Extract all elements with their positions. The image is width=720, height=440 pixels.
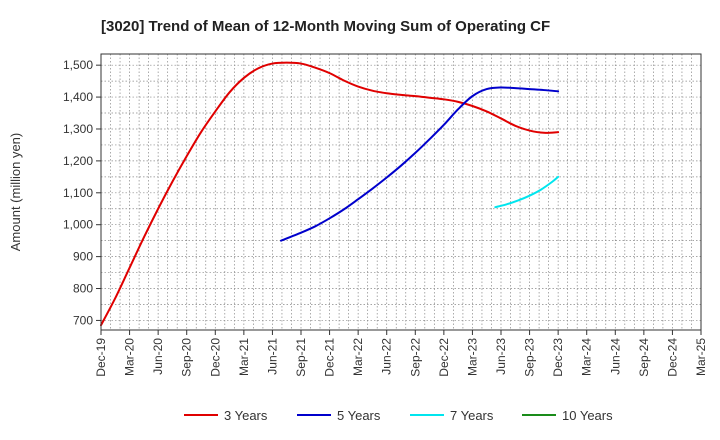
y-axis-ticks: 700 800 900 1,000 1,100 1,200 1,300 1,400 1,500	[63, 58, 101, 327]
y-tick-label: 1,200	[63, 154, 93, 168]
x-tick-label: Sep-21	[294, 338, 308, 377]
x-tick-label: Mar-23	[465, 338, 479, 376]
x-tick-label: Dec-21	[323, 338, 337, 377]
legend-label: 5 Years	[337, 408, 381, 423]
x-tick-label: Jun-23	[494, 338, 508, 375]
x-tick-label: Mar-20	[123, 338, 137, 376]
x-tick-label: Jun-22	[380, 338, 394, 375]
y-axis-label: Amount (million yen)	[8, 133, 23, 252]
x-tick-label: Dec-22	[437, 338, 451, 377]
y-tick-label: 1,500	[63, 58, 93, 72]
legend-label: 7 Years	[450, 408, 494, 423]
series-lines	[100, 61, 560, 327]
x-tick-label: Sep-20	[180, 338, 194, 377]
x-tick-label: Jun-24	[608, 338, 622, 375]
y-tick-label: 800	[73, 282, 93, 296]
y-tick-label: 700	[73, 313, 93, 327]
x-tick-label: Sep-23	[523, 338, 537, 377]
x-tick-label: Jun-20	[151, 338, 165, 375]
y-tick-label: 1,100	[63, 186, 93, 200]
x-tick-label: Dec-23	[551, 338, 565, 377]
x-tick-label: Dec-24	[665, 338, 679, 377]
grid	[101, 54, 701, 330]
x-tick-label: Mar-25	[694, 338, 708, 376]
x-tick-label: Sep-22	[408, 338, 422, 377]
chart-title: [3020] Trend of Mean of 12-Month Moving …	[101, 18, 550, 35]
x-tick-label: Mar-21	[237, 338, 251, 376]
x-axis-ticks: Dec-19 Mar-20 Jun-20 Sep-20 Dec-20 Mar-21 Jun-…	[94, 330, 708, 377]
plot-frame	[100, 53, 702, 331]
y-tick-label: 1,000	[63, 218, 93, 232]
y-tick-label: 1,400	[63, 90, 93, 104]
legend-label: 3 Years	[224, 408, 268, 423]
x-tick-label: Sep-24	[637, 338, 651, 377]
x-tick-label: Mar-22	[351, 338, 365, 376]
legend-label: 10 Years	[562, 408, 613, 423]
legend: 3 Years 5 Years 7 Years 10 Years	[184, 408, 613, 423]
series-line-5-years	[280, 86, 560, 242]
x-tick-label: Dec-19	[94, 338, 108, 377]
y-tick-label: 900	[73, 250, 93, 264]
series-line-7-years	[494, 175, 560, 209]
x-tick-label: Mar-24	[580, 338, 594, 376]
y-tick-label: 1,300	[63, 122, 93, 136]
x-tick-label: Dec-20	[208, 338, 222, 377]
x-tick-label: Jun-21	[265, 338, 279, 375]
series-line-3-years	[100, 61, 560, 327]
